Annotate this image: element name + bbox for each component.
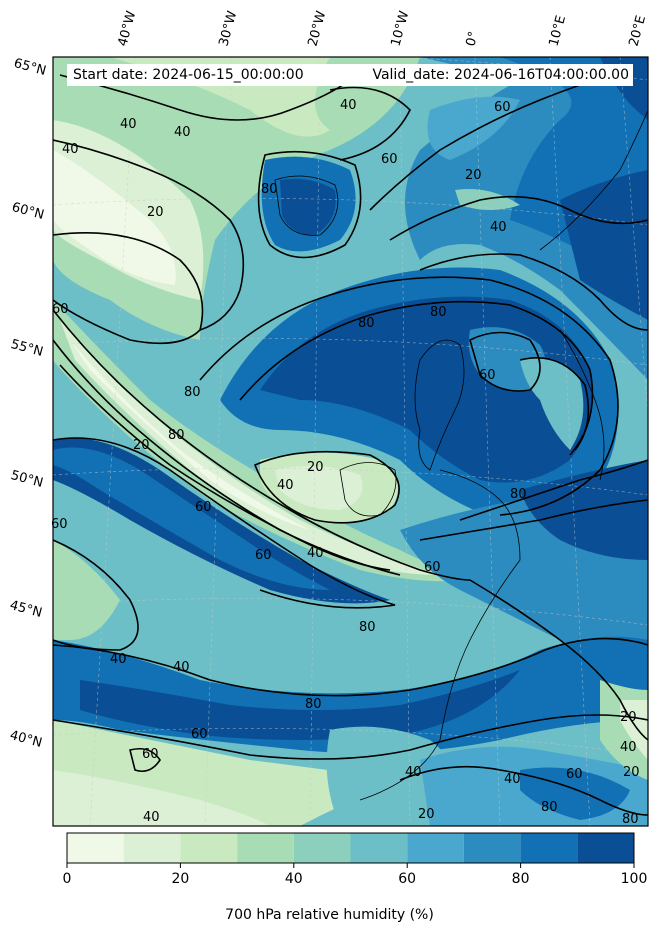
contour-label: 60: [52, 302, 69, 317]
colorbar-tick-40: 40: [284, 871, 303, 887]
colorbar-segment: [350, 833, 408, 863]
colorbar-tick-100: 100: [620, 871, 648, 887]
contour-label: 80: [510, 487, 527, 502]
contour-label: 40: [143, 810, 160, 825]
contour-label: 40: [62, 142, 79, 157]
humidity-field: [53, 57, 648, 826]
contour-label: 40: [173, 660, 190, 675]
contour-label: 60: [255, 548, 272, 563]
colorbar-segment: [180, 833, 238, 863]
contour-label: 80: [430, 305, 447, 320]
contour-label: 80: [184, 385, 201, 400]
contour-label: 20: [147, 205, 164, 220]
colorbar-tick-60: 60: [398, 871, 417, 887]
contour-label: 80: [541, 800, 558, 815]
contour-label: 60: [51, 517, 68, 532]
contour-label: 60: [566, 767, 583, 782]
colorbar-segment: [293, 833, 351, 863]
contour-label: 40: [277, 478, 294, 493]
contour-label: 60: [142, 747, 159, 762]
colorbar-tick-20: 20: [171, 871, 190, 887]
contour-label: 20: [465, 168, 482, 183]
contour-label: 40: [490, 220, 507, 235]
colorbar-title: 700 hPa relative humidity (%): [225, 907, 434, 923]
contour-label: 40: [340, 98, 357, 113]
contour-label: 80: [305, 697, 322, 712]
contour-label: 40: [620, 740, 637, 755]
contour-label: 80: [168, 428, 185, 443]
contour-label: 20: [133, 438, 150, 453]
contour-label: 80: [622, 812, 639, 827]
colorbar: [67, 833, 634, 863]
colorbar-segment: [237, 833, 294, 863]
colorbar-segment: [463, 833, 521, 863]
colorbar-segment: [577, 833, 634, 863]
contour-label: 80: [358, 316, 375, 331]
contour-label: 60: [191, 727, 208, 742]
contour-label: 60: [195, 500, 212, 515]
contour-label: 40: [120, 117, 137, 132]
contour-label: 40: [405, 765, 422, 780]
contour-label: 60: [494, 100, 511, 115]
colorbar-segment: [67, 833, 124, 863]
valid-date-label: Valid_date: 2024-06-16T04:00:00.00: [372, 67, 629, 83]
contour-label: 20: [620, 710, 637, 725]
contour-label: 60: [424, 560, 441, 575]
colorbar-tick-80: 80: [511, 871, 530, 887]
contour-label: 40: [110, 652, 127, 667]
colorbar-tick-0: 0: [62, 871, 72, 887]
colorbar-segment: [123, 833, 181, 863]
contour-label: 60: [479, 368, 496, 383]
contour-label: 20: [418, 807, 435, 822]
contour-label: 80: [359, 620, 376, 635]
contour-label: 40: [174, 125, 191, 140]
contour-label: 60: [381, 152, 398, 167]
contour-label: 80: [261, 182, 278, 197]
colorbar-segment: [407, 833, 464, 863]
contour-label: 20: [623, 765, 640, 780]
start-date-label: Start date: 2024-06-15_00:00:00: [73, 67, 304, 83]
date-header: Start date: 2024-06-15_00:00:00 Valid_da…: [67, 64, 633, 86]
contour-label: 40: [307, 546, 324, 561]
contour-label: 40: [504, 772, 521, 787]
contour-label: 20: [307, 460, 324, 475]
colorbar-segment: [520, 833, 578, 863]
